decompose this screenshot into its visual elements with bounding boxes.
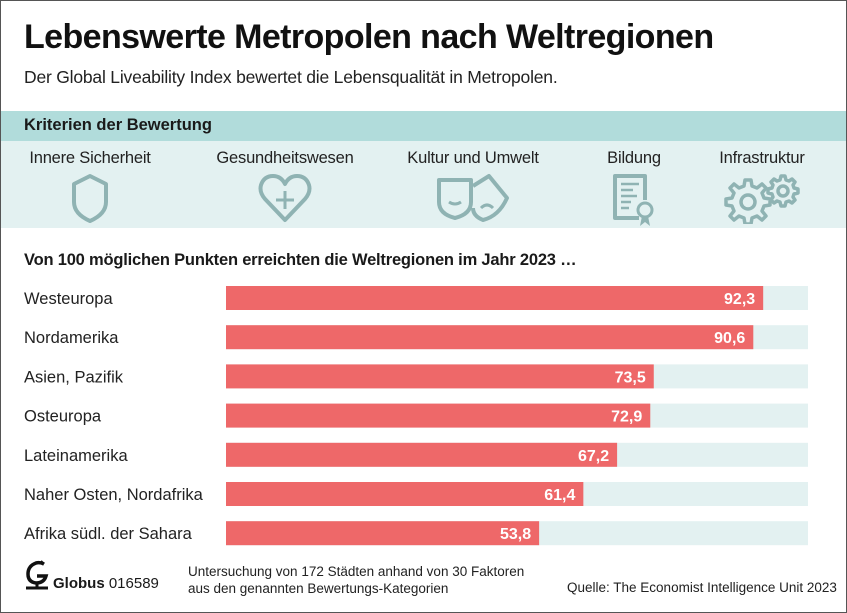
bar <box>226 403 651 428</box>
bar <box>226 286 764 310</box>
value-label: 90,6 <box>714 330 745 347</box>
criterion-infrastruktur: Infrastruktur <box>707 149 817 224</box>
graphic-number: 016589 <box>108 575 159 592</box>
gears-icon <box>724 174 800 224</box>
criterion-kultur-umwelt: Kultur und Umwelt <box>393 149 553 224</box>
bar-row: Nordamerika 90,6 <box>24 325 808 350</box>
category-label: Naher Osten, Nordafrika <box>24 486 204 504</box>
bar <box>226 482 584 506</box>
chart-title: Von 100 möglichen Punkten erreichten die… <box>24 251 577 269</box>
value-label: 61,4 <box>544 487 575 504</box>
bar-row: Osteuropa 72,9 <box>24 403 808 428</box>
page-title: Lebenswerte Metropolen nach Weltregionen <box>24 18 714 56</box>
page-subtitle: Der Global Liveability Index bewertet di… <box>24 67 558 87</box>
criterion-label: Innere Sicherheit <box>29 149 151 167</box>
footnote-line-1: Untersuchung von 172 Städten anhand von … <box>188 564 525 579</box>
bar-row: Afrika südl. der Sahara 53,8 <box>24 521 808 546</box>
criterion-innere-sicherheit: Innere Sicherheit <box>25 149 155 224</box>
bar-row: Naher Osten, Nordafrika 61,4 <box>24 482 808 506</box>
value-label: 67,2 <box>578 448 609 465</box>
criteria-panel: Innere Sicherheit Gesundheitswesen Kultu… <box>1 141 846 228</box>
category-label: Lateinamerika <box>24 447 128 465</box>
category-label: Asien, Pazifik <box>24 368 124 386</box>
globus-brand: Globus 016589 <box>53 575 159 592</box>
value-label: 73,5 <box>615 369 646 386</box>
bar-row: Westeuropa 92,3 <box>24 286 808 310</box>
value-label: 53,8 <box>500 526 531 543</box>
criteria-header: Kriterien der Bewertung <box>1 111 846 141</box>
criterion-label: Kultur und Umwelt <box>407 149 539 167</box>
bar-row: Lateinamerika 67,2 <box>24 442 808 467</box>
certificate-icon <box>613 174 654 226</box>
category-label: Osteuropa <box>24 408 102 426</box>
bar <box>226 364 654 389</box>
criterion-label: Gesundheitswesen <box>216 149 354 167</box>
shield-icon <box>72 174 108 223</box>
theater-masks-icon <box>437 174 509 222</box>
category-label: Westeuropa <box>24 290 113 308</box>
bar <box>226 442 618 467</box>
source-credit: Quelle: The Economist Intelligence Unit … <box>567 580 837 595</box>
bar-chart: Westeuropa 92,3 Nordamerika 90,6 Asien, Pazi… <box>24 286 808 546</box>
footnote: Untersuchung von 172 Städten anhand von … <box>188 563 524 597</box>
heart-plus-icon <box>258 174 312 222</box>
bar <box>226 325 754 350</box>
brand-name: Globus <box>53 575 105 592</box>
value-label: 72,9 <box>611 409 642 426</box>
category-label: Afrika südl. der Sahara <box>24 525 193 543</box>
criterion-label: Bildung <box>607 149 661 167</box>
value-label: 92,3 <box>724 291 755 308</box>
footnote-line-2: aus den genannten Bewertungs-Kategorien <box>188 581 449 596</box>
bar <box>226 521 540 546</box>
criterion-bildung: Bildung <box>586 149 682 228</box>
globus-logo-icon <box>24 560 52 595</box>
criterion-gesundheitswesen: Gesundheitswesen <box>210 149 360 224</box>
category-label: Nordamerika <box>24 329 119 347</box>
criterion-label: Infrastruktur <box>719 149 805 167</box>
bar-row: Asien, Pazifik 73,5 <box>24 364 808 389</box>
criteria-heading: Kriterien der Bewertung <box>24 116 212 134</box>
